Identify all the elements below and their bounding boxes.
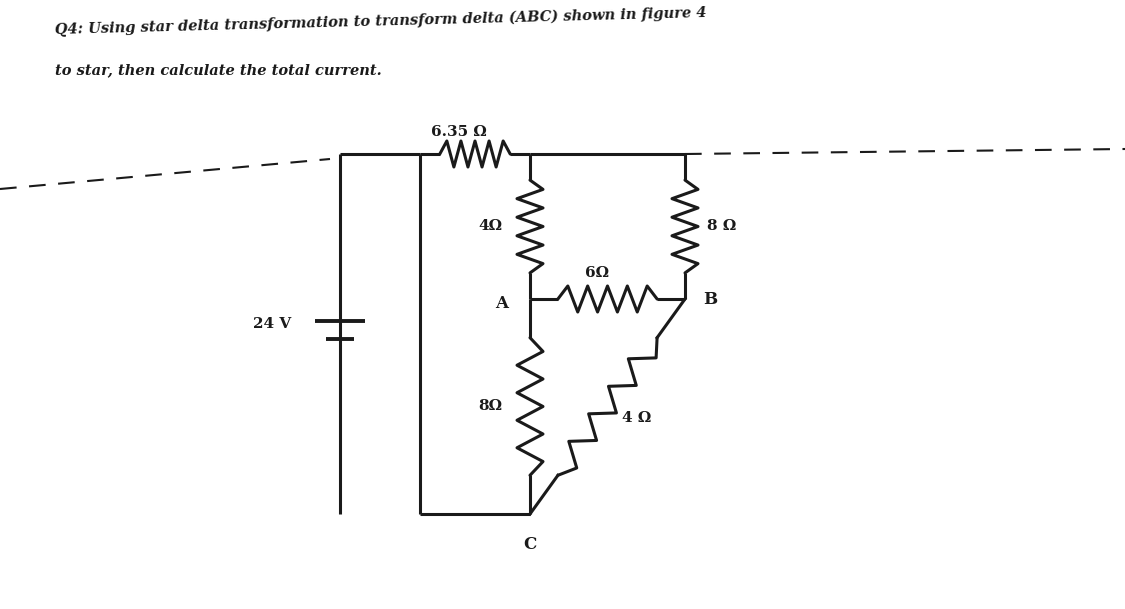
Text: Q4: Using star delta transformation to transform delta (ABC) shown in figure 4: Q4: Using star delta transformation to t… bbox=[55, 5, 706, 37]
Text: 6.35 Ω: 6.35 Ω bbox=[431, 125, 486, 139]
Text: to star, then calculate the total current.: to star, then calculate the total curren… bbox=[55, 63, 381, 77]
Text: C: C bbox=[523, 536, 537, 553]
Text: A: A bbox=[495, 295, 508, 312]
Text: 4 Ω: 4 Ω bbox=[622, 412, 651, 426]
Text: B: B bbox=[703, 290, 717, 308]
Text: 24 V: 24 V bbox=[253, 317, 291, 331]
Text: 4Ω: 4Ω bbox=[478, 219, 502, 233]
Text: 6Ω: 6Ω bbox=[585, 266, 610, 280]
Text: 8Ω: 8Ω bbox=[478, 400, 502, 414]
Text: 8 Ω: 8 Ω bbox=[706, 219, 736, 233]
